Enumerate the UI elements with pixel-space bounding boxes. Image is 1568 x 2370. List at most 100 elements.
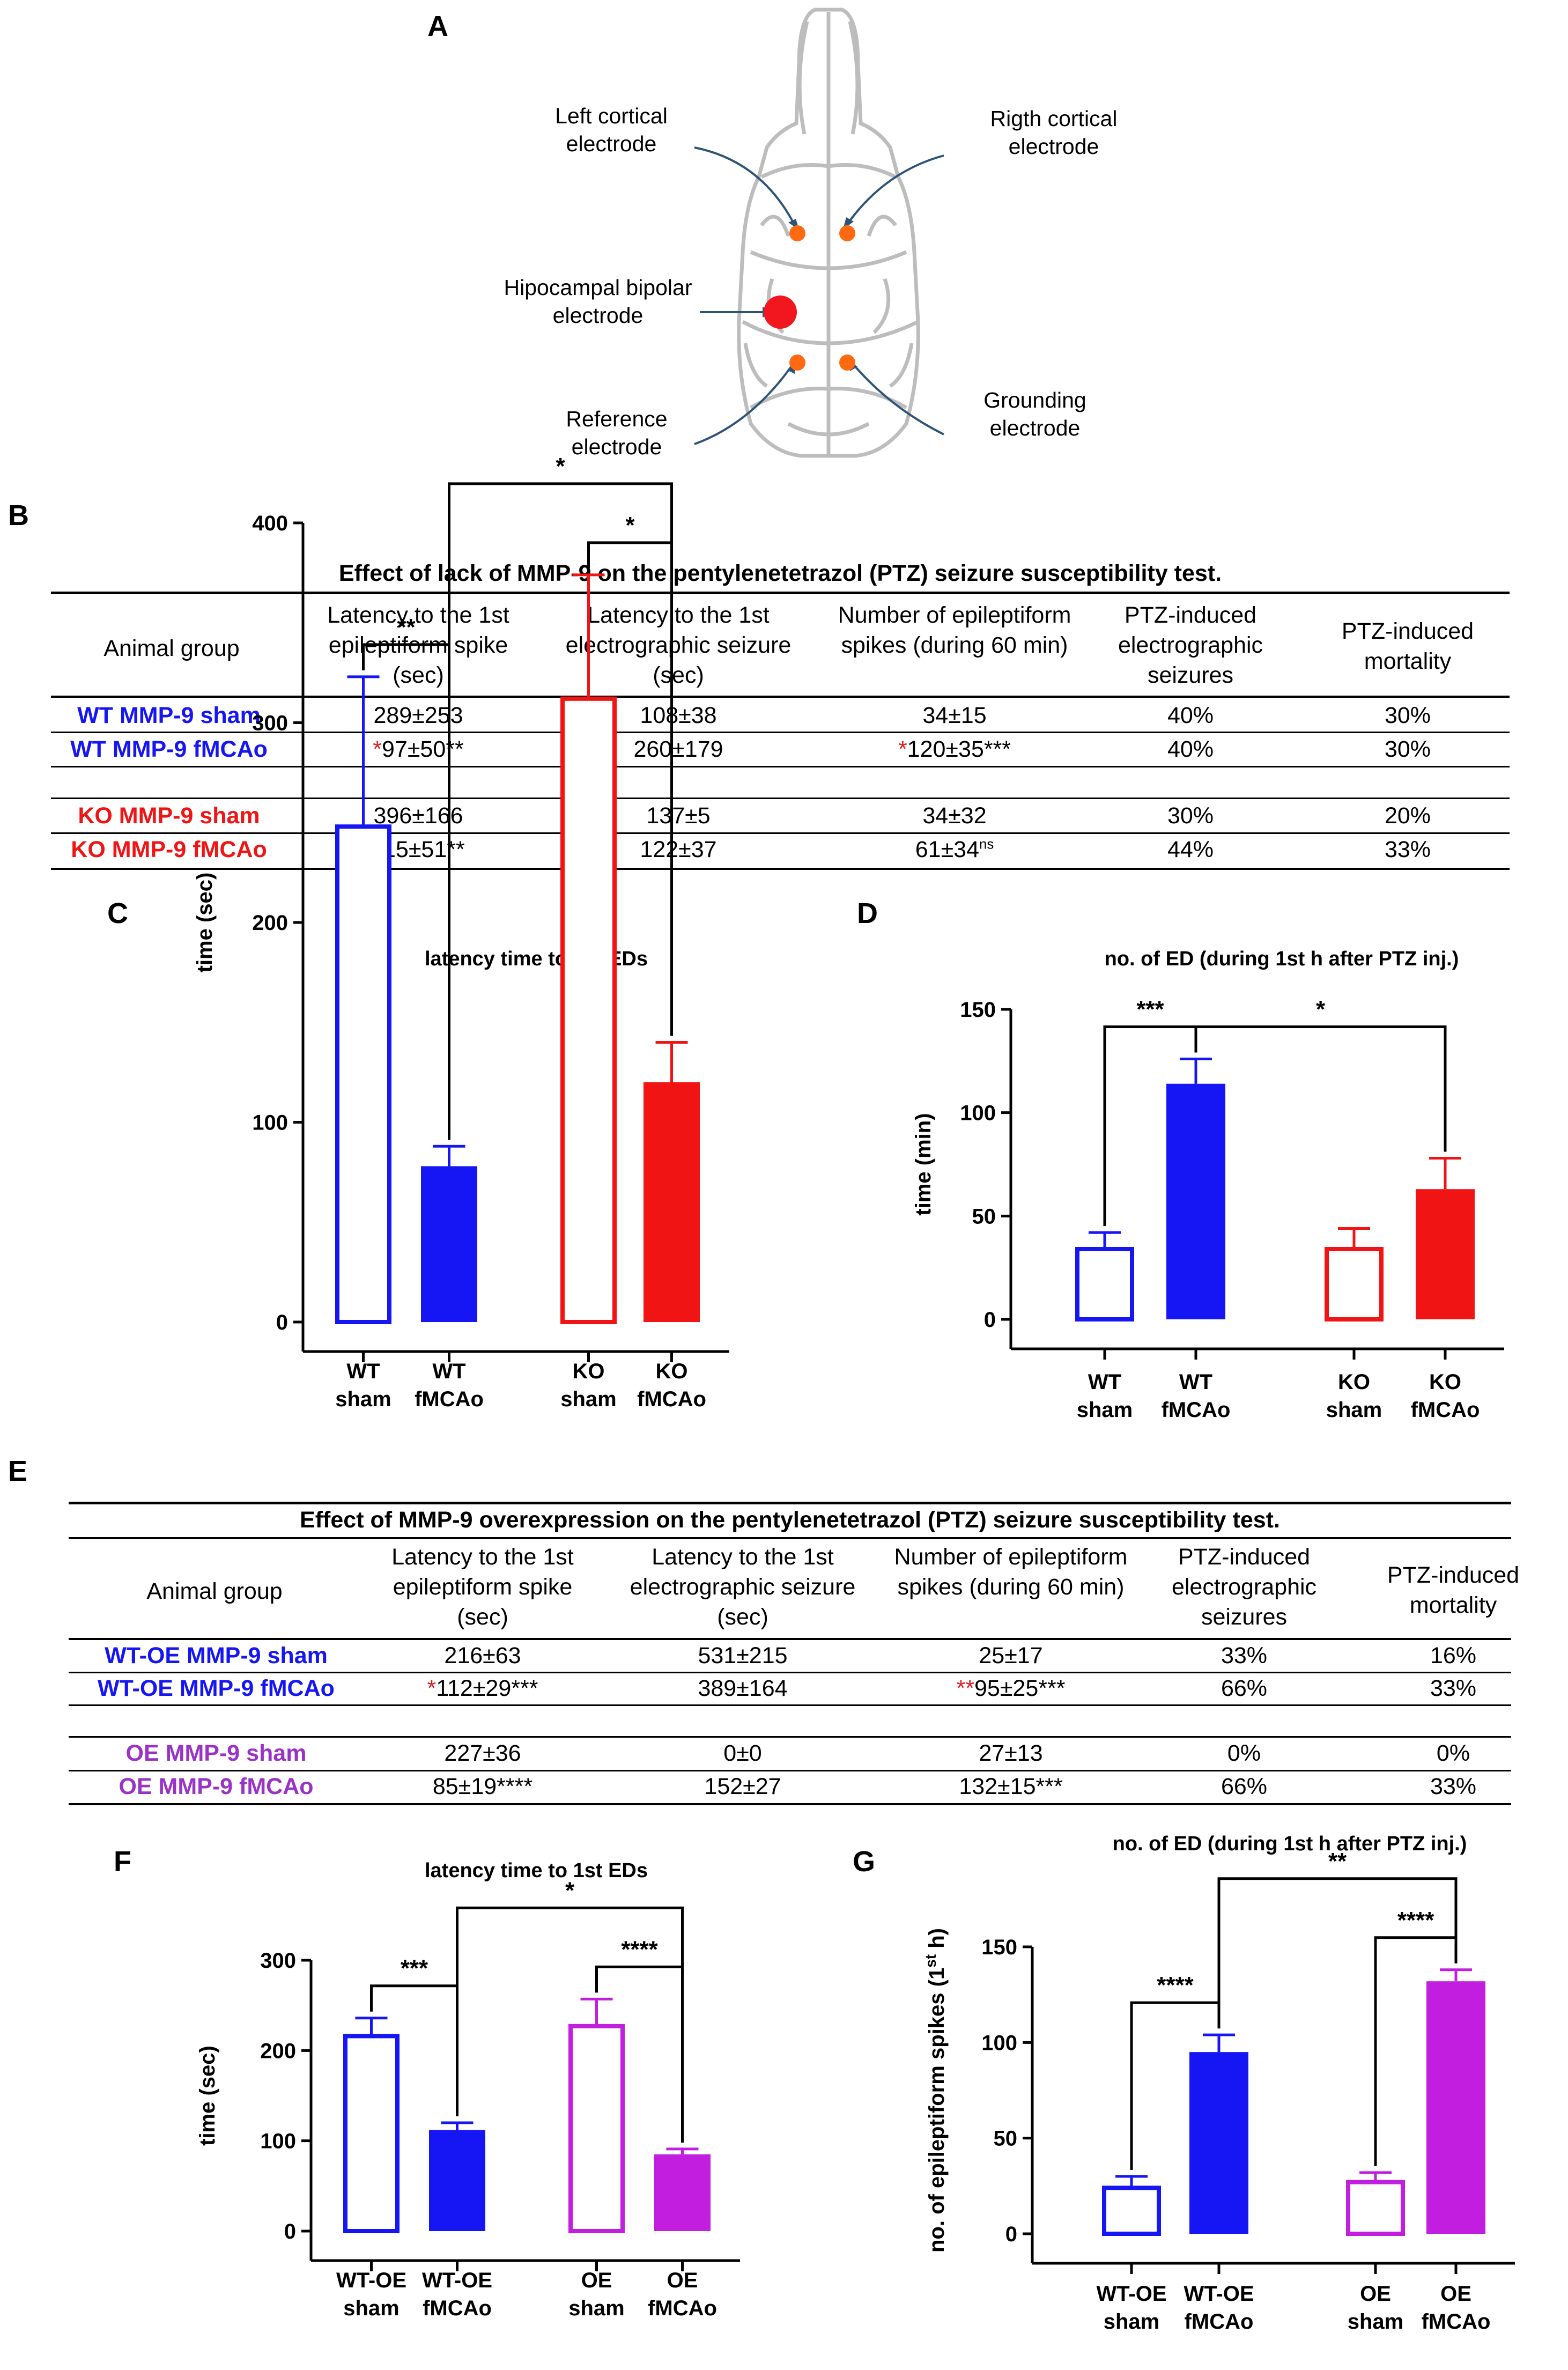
category-label: sham [568,2297,625,2320]
grounding-label: Grounding electrode [983,388,1086,441]
significance-label: *** [1136,996,1164,1022]
chart-title: no. of ED (during 1st h after PTZ inj.) [1105,948,1459,970]
ns-marker: ns [979,837,994,852]
table-b-cell: 44% [1167,837,1214,862]
y-tick-label: 100 [260,2130,296,2153]
significance-label: * [556,453,565,479]
right-cortical-line [846,154,944,225]
panel-label-f: F [114,1845,131,1878]
hippocampal-electrode [764,296,797,329]
category-label: fMCAo [1162,1398,1231,1422]
table-e-row-rule [69,1736,1511,1738]
table-e-group-oe-sham: OE MMP-9 sham [125,1740,307,1766]
significance-bracket [448,482,673,1140]
significance-marker: * [373,736,382,762]
bar [560,696,617,1324]
y-tick-label: 0 [284,2220,296,2243]
category-label: OE [1440,2282,1471,2306]
y-tick-label: 300 [252,712,288,735]
panel-label-b: B [8,499,29,531]
category-label: fMCAo [648,2297,717,2320]
bar [1325,1246,1384,1321]
y-tick-label: 0 [276,1311,288,1334]
table-e-cell: 216±63 [444,1643,521,1668]
panel-label-g: G [853,1845,876,1878]
category-label: sham [343,2297,400,2320]
table-e-title: Effect of MMP-9 overexpression on the pe… [300,1507,1280,1533]
category-label: WT [1088,1370,1121,1394]
table-e-header-latency-seizure: Latency to the 1st electrographic seizur… [630,1544,856,1630]
bar [343,2034,400,2233]
significance-label: *** [401,1955,428,1982]
table-b-cell: 34±15 [922,703,987,728]
y-tick-label: 50 [972,1205,996,1228]
category-label: sham [1077,1398,1133,1422]
table-b-header-rule [51,696,1510,698]
table-b-cell: 61±34ns [829,837,1081,863]
table-b-cell: 33% [1384,837,1431,862]
bar [654,2154,711,2231]
table-e-cell: 132±15*** [959,1774,1063,1799]
category-label: OE [667,2269,698,2292]
table-e-cell: 152±27 [704,1774,781,1799]
y-tick-label: 0 [1005,2223,1017,2246]
table-e-cell: 25±17 [979,1643,1043,1668]
y-axis-label: time (sec) [196,2046,219,2146]
significance-marker: ** [956,1675,974,1701]
table-e-group-oe-fmcao: OE MMP-9 fMCAo [119,1774,314,1799]
category-label: sham [1348,2310,1404,2334]
bar [1416,1189,1475,1319]
bar [644,1082,700,1322]
chart-title: no. of ED (during 1st h after PTZ inj.) [1113,1833,1467,1855]
reference-electrode [789,355,805,371]
table-e-cell: 0% [1436,1740,1470,1766]
category-label: sham [335,1387,391,1411]
table-b-cell: 30% [1384,736,1431,762]
significance-bracket [456,1906,684,2143]
table-e-cell: 33% [1430,1774,1477,1799]
category-label: OE [1360,2282,1391,2306]
reference-label: Reference electrode [566,407,668,460]
table-e-header-latency-spike: Latency to the 1st epileptiform spike (s… [391,1544,574,1630]
table-e-row-rule [69,1770,1511,1771]
table-b-cell: *120±35*** [829,736,1081,763]
significance-label: **** [1397,1907,1434,1933]
table-e-cell: 227±36 [444,1740,521,1766]
table-e-cell: 0% [1227,1740,1261,1766]
table-e-cell: 66% [1221,1675,1268,1701]
table-e-cell: 389±164 [698,1675,788,1701]
bar [1426,1981,1485,2234]
grounding-line [852,363,944,435]
category-label: fMCAo [423,2297,492,2320]
y-tick-label: 0 [984,1308,996,1332]
y-tick-label: 50 [994,2127,1018,2151]
table-e-cell: *112±29*** [365,1675,601,1702]
grounding-electrode [839,355,855,371]
category-label: WT-OE [1096,2282,1166,2306]
table-e-row-rule [69,1704,1511,1706]
y-tick-label: 150 [981,1936,1017,1959]
table-b-group-ko-fmcao: KO MMP-9 fMCAo [71,837,267,862]
table-b-row-rule [51,732,1510,733]
y-tick-label: 200 [252,911,288,935]
bar [1189,2052,1248,2234]
significance-label: ** [1328,1848,1347,1874]
table-b-header-group: Animal group [103,636,240,661]
significance-label: ** [397,614,416,640]
significance-bracket [1194,1025,1447,1152]
table-b-cell: 30% [1384,703,1431,728]
table-e-row-rule [69,1672,1511,1673]
category-label: WT-OE [422,2269,492,2292]
y-tick-label: 100 [981,2031,1017,2055]
category-label: KO [656,1360,688,1383]
table-e-header-spikes: Number of epileptiform spikes (during 60… [894,1544,1128,1600]
table-e-cell: 85±19**** [432,1774,533,1799]
table-b-cell-value: 120±35*** [907,736,1011,762]
table-e-bottom-rule [69,1803,1511,1805]
table-e-cell: 531±215 [698,1643,788,1668]
bar [568,2024,625,2233]
reference-line [694,364,794,445]
table-b-cell: 20% [1384,803,1431,829]
table-e-header-seizures: PTZ-induced electrographic seizures [1171,1544,1317,1630]
table-b-top-rule [51,592,1510,594]
